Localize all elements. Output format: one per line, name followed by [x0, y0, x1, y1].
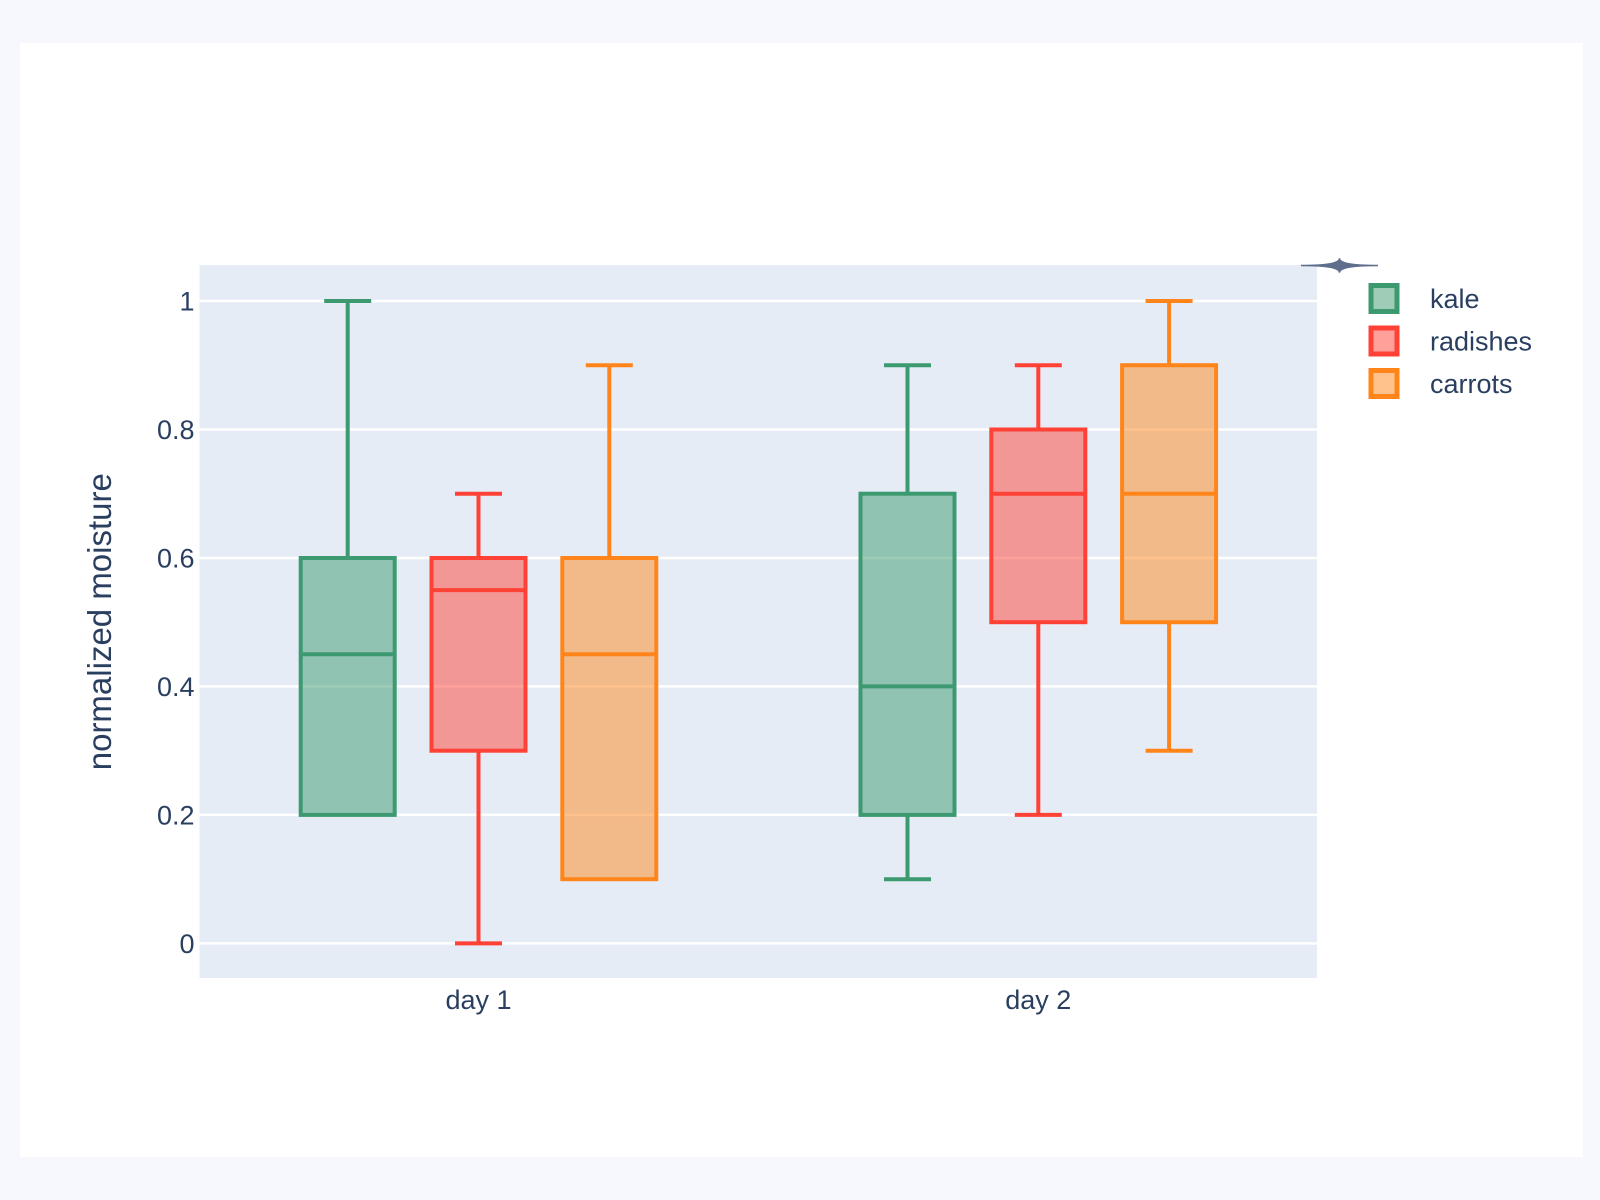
svg-text:0.4: 0.4	[157, 672, 195, 702]
svg-text:1: 1	[179, 287, 194, 317]
svg-text:0.6: 0.6	[157, 544, 195, 574]
svg-text:radishes: radishes	[1430, 327, 1532, 357]
svg-text:0.8: 0.8	[157, 415, 195, 445]
svg-text:0: 0	[179, 929, 194, 959]
svg-text:day 1: day 1	[445, 985, 511, 1015]
svg-text:day 2: day 2	[1005, 985, 1071, 1015]
svg-text:carrots: carrots	[1430, 369, 1513, 399]
svg-text:normalized moisture: normalized moisture	[81, 473, 118, 770]
svg-text:0.2: 0.2	[157, 800, 195, 830]
svg-text:kale: kale	[1430, 284, 1480, 314]
